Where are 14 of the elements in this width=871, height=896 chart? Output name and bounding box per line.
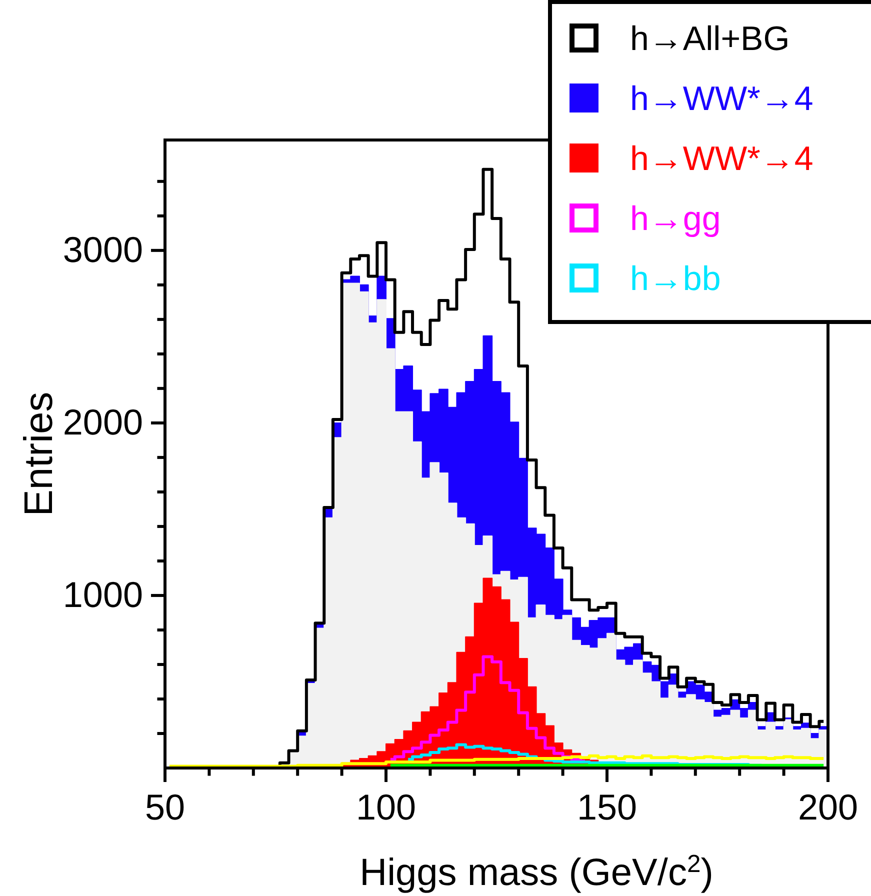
legend-label: h→WW*→4: [630, 80, 814, 118]
x-tick-label: 100: [356, 786, 416, 828]
x-tick-label: 200: [798, 786, 858, 828]
x-axis-title: Higgs mass (GeV/c$^{2}$): [360, 850, 714, 894]
legend-label: h→gg: [630, 200, 721, 238]
y-axis-title: Entries: [17, 392, 61, 516]
y-tick-label: 2000: [62, 401, 143, 442]
y-tick-label: 1000: [62, 574, 143, 615]
x-tick-label: 150: [576, 786, 638, 828]
legend-label: h→bb: [630, 260, 721, 298]
x-tick-label: 50: [144, 786, 186, 828]
legend-label: h→WW*→4: [630, 140, 814, 178]
y-tick-label: 3000: [62, 228, 143, 270]
legend-label: h→All+BG: [630, 20, 790, 58]
